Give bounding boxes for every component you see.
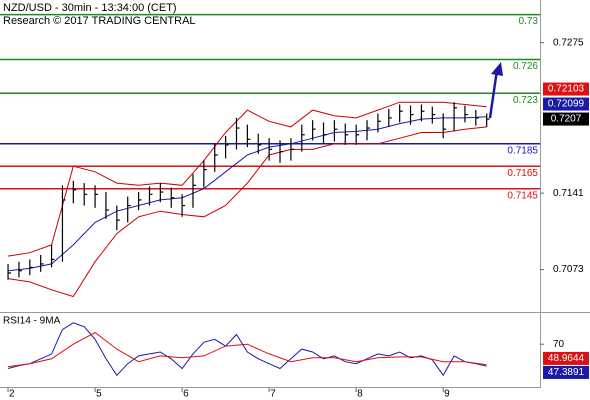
value-box bbox=[543, 82, 589, 96]
y-tick-label: 0.7141 bbox=[553, 188, 584, 199]
level-label: 0.723 bbox=[513, 95, 538, 106]
level-label: 0.7145 bbox=[507, 190, 538, 201]
x-tick-label: 6 bbox=[183, 389, 189, 400]
level-label: 0.726 bbox=[513, 61, 538, 72]
bollinger-upper bbox=[7, 101, 487, 257]
x-tick-label: 8 bbox=[357, 389, 363, 400]
value-box bbox=[543, 365, 589, 379]
value-box-label: 0.72103 bbox=[548, 84, 585, 95]
x-tick-label: 5 bbox=[96, 389, 102, 400]
value-box bbox=[543, 112, 589, 126]
y-tick-label: 0.7073 bbox=[553, 264, 584, 275]
x-tick-label: 7 bbox=[270, 389, 276, 400]
plot: 0.7275 0.7141 0.7073 2 5 6 7 8 9 0.73 0.726 0.723 0.… bbox=[0, 13, 589, 400]
value-box-label: 0.7207 bbox=[551, 114, 582, 125]
bollinger-lower bbox=[7, 126, 487, 298]
level-label: 0.7185 bbox=[507, 145, 538, 156]
level-label: 0.7165 bbox=[507, 168, 538, 179]
rsi-line bbox=[7, 322, 487, 377]
forecast-arrow bbox=[488, 69, 499, 119]
rsi-title: RSI14 - 9MA bbox=[3, 316, 61, 327]
y-tick-label: 0.7275 bbox=[553, 37, 584, 48]
forecast-arrowhead bbox=[491, 62, 503, 76]
rsi-ma-line bbox=[7, 331, 487, 368]
rsi-y-tick-label: 70 bbox=[553, 339, 565, 350]
value-box-label: 48.9644 bbox=[548, 353, 585, 364]
chart-title: NZD/USD - 30min - 13:34:00 (CET) bbox=[3, 2, 177, 14]
value-box bbox=[543, 97, 589, 111]
chart-subtitle: Research © 2017 TRADING CENTRAL bbox=[3, 15, 196, 27]
value-box-label: 47.3891 bbox=[548, 367, 585, 378]
x-tick-label: 9 bbox=[444, 389, 450, 400]
value-box bbox=[543, 351, 589, 365]
x-tick-label: 2 bbox=[9, 389, 15, 400]
level-label: 0.73 bbox=[519, 16, 539, 27]
moving-average bbox=[7, 116, 487, 272]
value-box-label: 0.72099 bbox=[548, 99, 585, 110]
